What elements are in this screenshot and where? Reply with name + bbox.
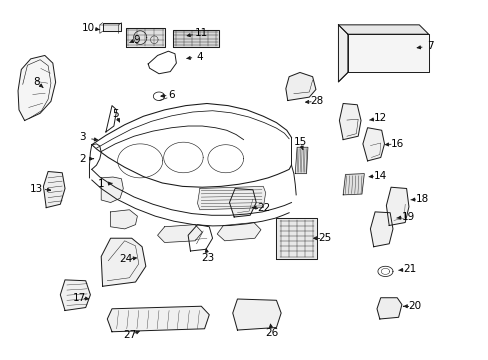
Polygon shape — [232, 299, 281, 330]
Text: 12: 12 — [373, 113, 386, 123]
Polygon shape — [339, 103, 360, 140]
Polygon shape — [369, 212, 392, 247]
Polygon shape — [217, 222, 261, 241]
Polygon shape — [276, 218, 317, 258]
Polygon shape — [43, 171, 65, 208]
Text: 19: 19 — [401, 212, 414, 222]
Text: 8: 8 — [34, 77, 40, 87]
Polygon shape — [101, 238, 145, 286]
Text: 10: 10 — [82, 23, 95, 33]
Text: 3: 3 — [79, 132, 85, 143]
Polygon shape — [376, 298, 401, 319]
Text: 16: 16 — [390, 139, 403, 149]
Text: 20: 20 — [407, 301, 420, 311]
Text: 14: 14 — [373, 171, 386, 181]
Polygon shape — [60, 280, 90, 310]
Polygon shape — [347, 34, 428, 72]
Text: 5: 5 — [112, 109, 119, 119]
Polygon shape — [285, 72, 315, 100]
Polygon shape — [197, 186, 265, 210]
Text: 1: 1 — [98, 179, 104, 189]
Text: 21: 21 — [403, 264, 416, 274]
Polygon shape — [157, 225, 202, 243]
Text: 17: 17 — [72, 293, 85, 303]
Text: 7: 7 — [426, 41, 432, 51]
Text: 11: 11 — [194, 28, 207, 39]
Polygon shape — [126, 28, 164, 47]
Polygon shape — [386, 187, 408, 225]
Polygon shape — [343, 174, 364, 195]
Polygon shape — [338, 25, 428, 34]
Text: 6: 6 — [168, 90, 175, 100]
Text: 18: 18 — [415, 194, 428, 204]
Text: 2: 2 — [79, 154, 85, 164]
Text: 13: 13 — [30, 184, 43, 194]
Polygon shape — [229, 189, 256, 217]
Polygon shape — [295, 147, 307, 174]
Text: 15: 15 — [293, 137, 306, 147]
Text: 25: 25 — [318, 233, 331, 243]
Polygon shape — [338, 25, 347, 82]
Text: 27: 27 — [122, 330, 136, 340]
Polygon shape — [102, 23, 121, 31]
Text: 26: 26 — [264, 328, 278, 338]
Polygon shape — [362, 128, 384, 161]
Text: 24: 24 — [119, 255, 132, 265]
Text: 9: 9 — [133, 35, 140, 45]
Text: 23: 23 — [201, 253, 214, 263]
Text: 28: 28 — [310, 96, 323, 106]
Polygon shape — [173, 30, 218, 47]
Text: 4: 4 — [196, 52, 203, 62]
Polygon shape — [110, 210, 137, 229]
Polygon shape — [101, 177, 123, 203]
Polygon shape — [107, 306, 209, 332]
Text: 22: 22 — [257, 203, 270, 213]
Polygon shape — [18, 55, 56, 121]
